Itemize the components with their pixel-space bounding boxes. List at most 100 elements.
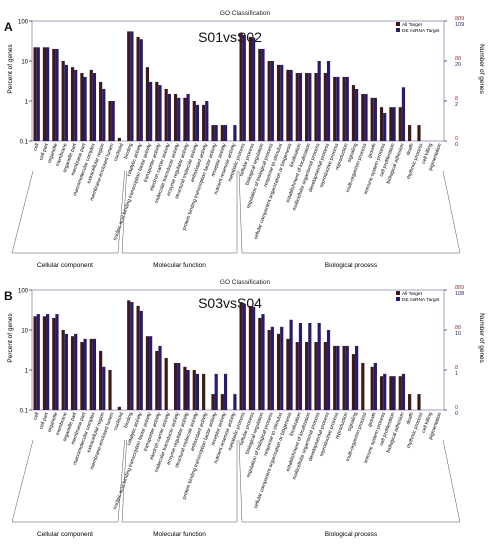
bar-de-target	[83, 338, 87, 410]
bar-de-target	[336, 76, 340, 141]
bar-all-target	[173, 93, 178, 141]
bar-all-target	[342, 345, 346, 410]
bar-all-target	[89, 69, 93, 141]
bar-all-target	[145, 67, 150, 141]
bar-all-target	[136, 305, 140, 410]
bar-de-target	[373, 97, 377, 141]
bar-de-target	[355, 88, 359, 141]
right-tick-label-all: 889	[455, 285, 464, 291]
bar-all-target	[127, 31, 131, 142]
bar-all-target	[220, 125, 224, 141]
bar-de-target	[289, 319, 293, 410]
bar-de-target	[55, 48, 59, 141]
bar-de-target	[158, 85, 162, 141]
right-tick-label-de: 1	[455, 371, 458, 377]
bar-de-target	[242, 303, 246, 410]
bar-all-target	[314, 342, 318, 410]
right-tick-label-de: 0	[455, 142, 458, 148]
bar-all-target	[127, 300, 131, 410]
y-tick-label: 10	[21, 329, 28, 335]
category-label: death	[405, 411, 415, 425]
bar-all-target	[220, 394, 224, 410]
right-axis-label: Number of genes	[478, 313, 485, 364]
bar-de-target	[392, 107, 396, 141]
bar-de-target	[280, 326, 284, 410]
comparison-annotation: S01vsS02	[198, 29, 262, 45]
bar-de-target	[317, 61, 321, 141]
bar-de-target	[158, 345, 162, 410]
bar-all-target	[70, 67, 75, 141]
bar-all-target	[52, 317, 56, 410]
comparison-annotation: S03vsS04	[198, 295, 262, 311]
bar-all-target	[398, 376, 402, 410]
right-tick-label-de: 10	[455, 331, 461, 337]
bar-de-target	[233, 394, 237, 410]
bar-de-target	[252, 306, 256, 410]
bar-de-target	[383, 113, 387, 141]
bar-all-target	[33, 316, 37, 410]
bar-de-target	[167, 93, 171, 141]
bar-all-target	[408, 394, 412, 410]
legend-label-all: All Target	[402, 291, 423, 297]
bar-all-target	[42, 316, 47, 410]
bar-de-target	[92, 73, 97, 141]
bar-de-target	[326, 330, 331, 410]
right-axis-label: Number of genes	[478, 44, 485, 95]
bar-all-target	[295, 73, 299, 141]
category-label: growth	[367, 142, 378, 158]
bar-de-target	[214, 373, 218, 410]
legend-swatch-de	[396, 28, 400, 32]
bar-de-target	[92, 338, 97, 410]
bar-de-target	[345, 76, 349, 141]
legend-label-de: DE miRNA Target	[402, 297, 440, 303]
bar-de-target	[130, 302, 134, 410]
y-tick-label: 100	[18, 289, 29, 295]
right-tick-label-all: 88	[455, 325, 461, 331]
bar-all-target	[70, 336, 75, 410]
group-label: Cellular component	[37, 531, 93, 538]
bar-all-target	[323, 73, 327, 141]
group-bracket-line	[121, 439, 127, 523]
bar-all-target	[173, 362, 178, 410]
bar-all-target	[211, 394, 215, 410]
legend-label-de: DE miRNA Target	[402, 28, 440, 34]
bar-all-target	[276, 333, 281, 410]
bar-de-target	[46, 47, 50, 141]
bar-de-target	[336, 345, 340, 410]
bars	[33, 300, 421, 410]
y-tick-label: 1	[25, 100, 29, 106]
bar-de-target	[102, 88, 106, 141]
bar-all-target	[323, 342, 327, 410]
bar-de-target	[252, 37, 256, 141]
bar-all-target	[33, 47, 37, 141]
bar-all-target	[379, 376, 384, 410]
chart-title: GO Classification	[220, 10, 271, 17]
bar-de-target	[74, 69, 78, 141]
bar-de-target	[317, 322, 321, 410]
bar-all-target	[370, 97, 374, 141]
bar-de-target	[111, 101, 115, 141]
bar-all-target	[342, 76, 346, 141]
bar-all-target	[155, 81, 159, 141]
bar-de-target	[186, 370, 190, 410]
bar-de-target	[139, 310, 143, 410]
category-label: cell	[32, 143, 40, 152]
bar-all-target	[202, 373, 206, 410]
bar-all-target	[99, 350, 103, 410]
bar-all-target	[361, 93, 365, 141]
right-tick-label-all: 0	[455, 136, 458, 142]
bar-de-target	[364, 93, 368, 141]
bar-de-target	[74, 333, 78, 410]
legend-swatch-all	[396, 291, 400, 295]
bar-all-target	[183, 366, 187, 410]
bar-all-target	[389, 376, 393, 410]
bar-all-target	[351, 354, 356, 410]
bar-all-target	[145, 336, 150, 410]
chart-title: GO Classification	[220, 279, 271, 286]
bar-de-target	[149, 336, 153, 410]
chart-panel-a: GO Classification A 100 10 1 0.1 Percent of ge…	[4, 10, 485, 269]
bar-all-target	[276, 64, 281, 141]
